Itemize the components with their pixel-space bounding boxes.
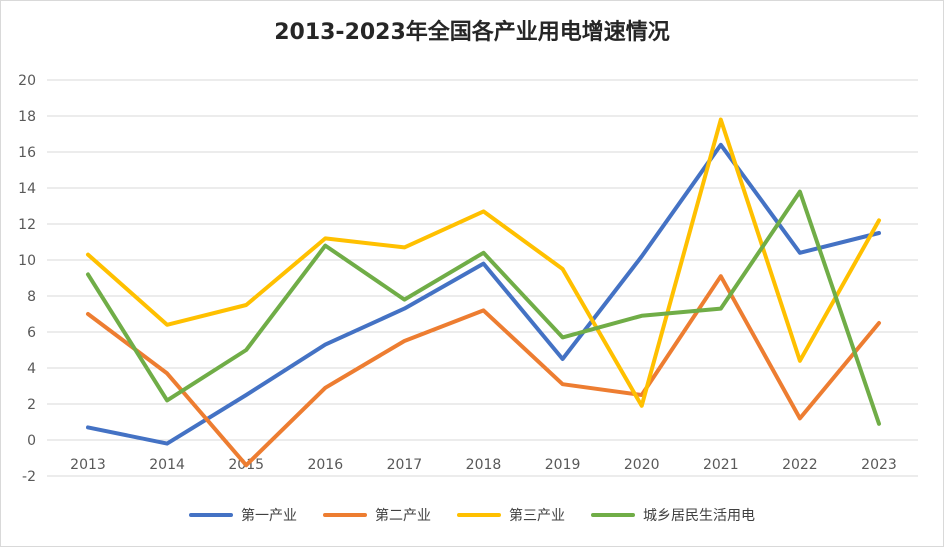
y-tick-label: 14: [18, 181, 36, 197]
legend-swatch: [457, 513, 501, 517]
legend-label: 第三产业: [509, 508, 565, 524]
x-tick-label: 2022: [782, 457, 818, 473]
legend-item: 第一产业: [189, 505, 297, 525]
x-tick-label: 2018: [466, 457, 502, 473]
legend-item: 城乡居民生活用电: [591, 505, 755, 525]
y-tick-label: 20: [18, 73, 36, 89]
chart-title: 2013-2023年全国各产业用电增速情况: [274, 20, 670, 45]
x-tick-label: 2014: [149, 457, 185, 473]
series-lines: [86, 117, 881, 468]
legend-item: 第三产业: [457, 505, 565, 525]
series-line-0: [86, 142, 881, 446]
gridlines: [47, 79, 918, 477]
y-tick-label: 0: [27, 433, 36, 449]
y-tick-label: -2: [22, 469, 36, 485]
x-tick-label: 2017: [387, 457, 423, 473]
legend-swatch: [189, 513, 233, 517]
series-line-1: [86, 274, 881, 468]
y-tick-label: 18: [18, 109, 36, 125]
legend-label: 第二产业: [375, 508, 431, 524]
y-tick-label: 12: [18, 217, 36, 233]
legend-item: 第二产业: [323, 505, 431, 525]
y-tick-label: 16: [18, 145, 36, 161]
y-tick-label: 4: [27, 361, 36, 377]
legend: 第一产业 第二产业 第三产业 城乡居民生活用电: [0, 505, 944, 525]
y-tick-label: 10: [18, 253, 36, 269]
legend-label: 城乡居民生活用电: [643, 508, 755, 524]
legend-swatch: [323, 513, 367, 517]
x-tick-label: 2013: [70, 457, 106, 473]
legend-label: 第一产业: [241, 508, 297, 524]
y-tick-label: 6: [27, 325, 36, 341]
x-tick-label: 2019: [545, 457, 581, 473]
x-axis-tick-labels: 2013 2014 2015 2016 2017 2018 2019 2020 2021 2022…: [70, 457, 897, 473]
series-line-2: [86, 117, 881, 408]
y-tick-label: 2: [27, 397, 36, 413]
x-tick-label: 2021: [703, 457, 739, 473]
x-tick-label: 2020: [624, 457, 660, 473]
x-tick-label: 2023: [861, 457, 897, 473]
series-line-3: [86, 189, 881, 426]
y-tick-label: 8: [27, 289, 36, 305]
legend-swatch: [591, 513, 635, 517]
x-tick-label: 2016: [307, 457, 343, 473]
